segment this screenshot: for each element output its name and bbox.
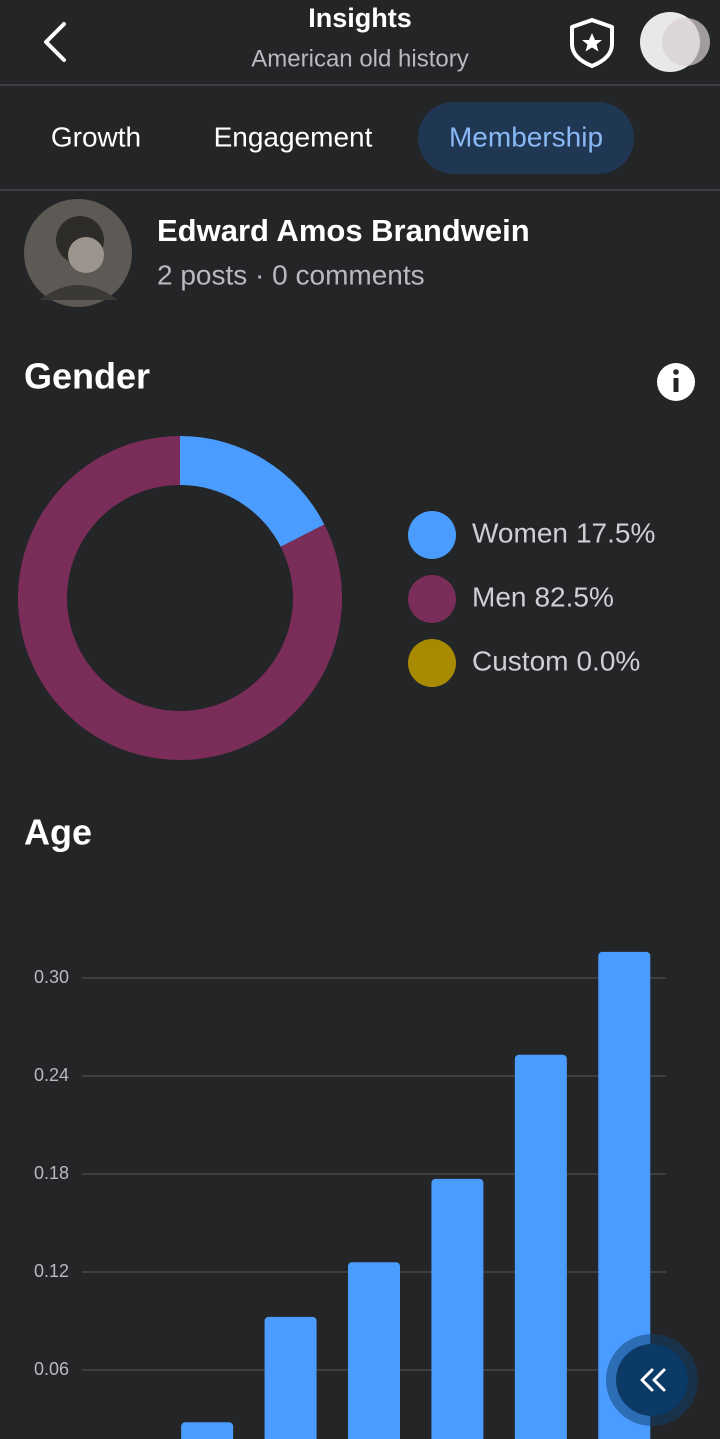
bar	[514, 1054, 567, 1439]
y-tick-label: 0.06	[34, 1359, 69, 1379]
section-title: Age	[24, 812, 92, 853]
tab-selected-bg	[418, 102, 634, 174]
y-tick-label: 0.18	[34, 1163, 69, 1183]
charts: Women 17.5% Men 82.5% Custom 0.0% 0.06 0.12 0.18…	[18, 436, 666, 1439]
legend-value: 17.5%	[576, 517, 655, 548]
legend-label: Custom	[472, 645, 568, 676]
bar	[348, 1262, 400, 1439]
legend-value: 82.5%	[534, 581, 613, 612]
member-avatar[interactable]	[24, 199, 132, 307]
legend-swatch	[408, 511, 456, 559]
collapse-button[interactable]	[606, 1334, 698, 1426]
member-name: Edward Amos Brandwein	[157, 213, 530, 248]
y-tick-label: 0.30	[34, 967, 69, 987]
bar	[598, 951, 651, 1439]
tab-selected[interactable]: Membership	[449, 121, 603, 152]
header-title: Insights	[308, 3, 412, 33]
tab[interactable]: Growth	[51, 121, 141, 152]
back-button[interactable]	[44, 22, 66, 62]
admin-badge[interactable]	[570, 18, 614, 68]
bar	[181, 1422, 234, 1439]
profile-avatar[interactable]	[640, 12, 710, 72]
legend-swatch	[408, 575, 456, 623]
member-stats: 2 posts · 0 comments	[157, 259, 425, 290]
legend-value: 0.0%	[576, 645, 640, 676]
info-button[interactable]	[657, 363, 695, 401]
donut-slice	[18, 436, 343, 760]
legend-swatch	[408, 639, 456, 687]
legend-label: Women	[472, 517, 568, 548]
section-title: Gender	[24, 356, 150, 397]
bar	[431, 1178, 484, 1439]
tab[interactable]: Engagement	[214, 121, 373, 152]
bar	[264, 1316, 317, 1439]
donut-slice	[180, 436, 325, 547]
header-subtitle: American old history	[251, 45, 468, 72]
y-tick-label: 0.12	[34, 1261, 69, 1281]
y-tick-label: 0.24	[34, 1065, 69, 1085]
legend-label: Men	[472, 581, 526, 612]
